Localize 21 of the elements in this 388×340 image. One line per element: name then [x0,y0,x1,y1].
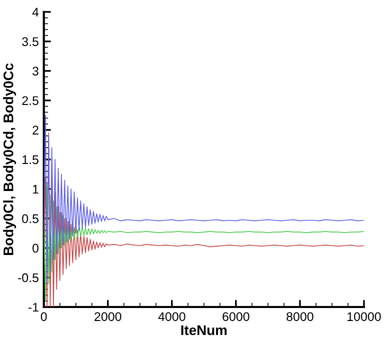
y-axis-title: Body0Cl, Body0Cd, Body0Cc [3,63,16,255]
y-tick-label: 1 [32,184,38,194]
y-tick-label: 3.5 [22,37,38,46]
x-tick-label: 2000 [94,312,122,322]
y-tick-label: -1 [28,302,38,312]
y-tick-label: -0.5 [18,273,38,282]
y-tick-label: 3 [32,66,38,76]
line-series [44,182,364,302]
x-tick-label: 0 [40,312,47,322]
y-tick-label: 1.5 [22,155,38,164]
x-tick-label: 6000 [222,312,250,322]
x-tick-label: 10000 [348,312,381,322]
y-tick-label: 2.5 [22,96,38,106]
x-axis-title: IteNum [181,325,227,336]
y-tick-label: 0.5 [22,214,38,224]
x-tick-label: 8000 [286,312,314,322]
y-tick-label: 2 [32,126,38,134]
line-series [44,114,364,284]
y-tick-label: 4 [32,8,39,16]
y-tick-label: 0 [32,244,38,253]
x-tick-label: 4000 [158,312,186,322]
